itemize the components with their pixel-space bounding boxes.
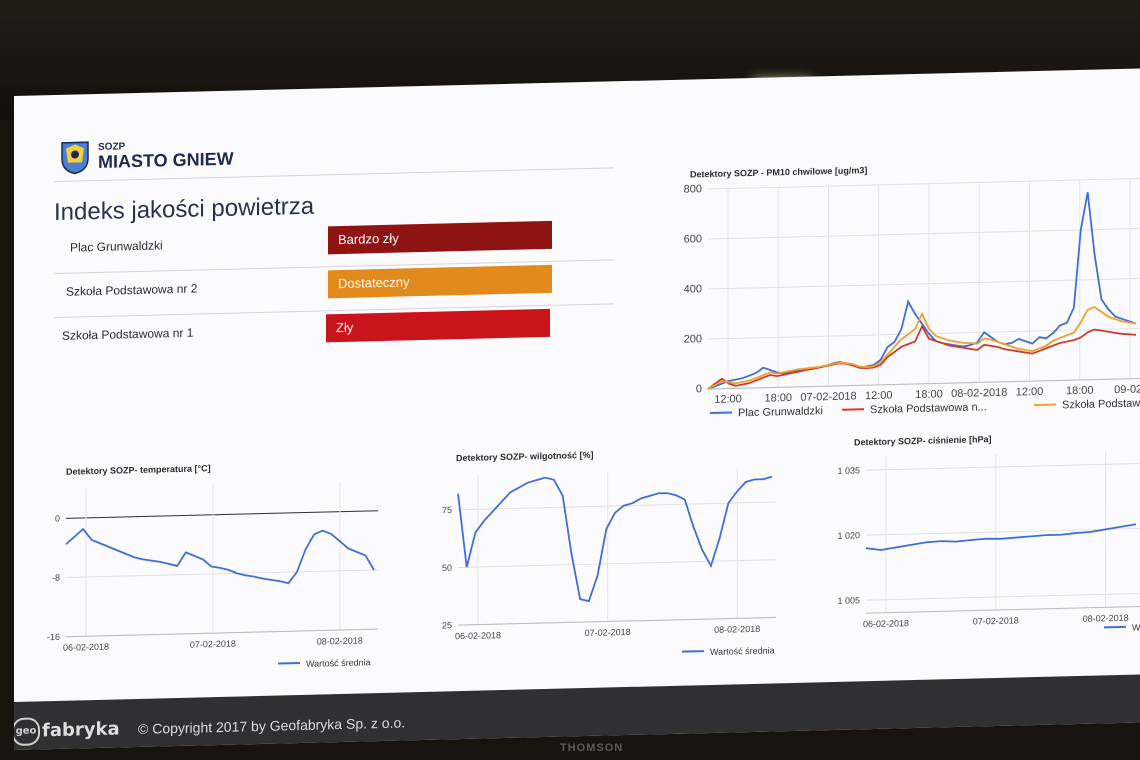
legend-label: Wartość średnia (710, 645, 775, 657)
grid-line (708, 327, 1140, 340)
legend-label: Wartość średnia (1132, 621, 1140, 633)
grid-line (708, 227, 1140, 240)
grid-line (866, 592, 1140, 601)
aqi-title: Indeks jakości powietrza (54, 192, 315, 227)
copyright-text: © Copyright 2017 by Geofabryka Sp. z o.o… (138, 714, 406, 737)
legend-label: Szkoła Podstawowa n... (870, 401, 987, 416)
legend-swatch (710, 411, 732, 414)
y-tick-label: 800 (684, 183, 702, 195)
x-tick-label: 09-02- (1114, 383, 1140, 396)
y-tick-label: 25 (442, 620, 452, 630)
pm10-chart: 0 200 400 600 800 12:00 18:00 07-02-2018 12:00 18… (684, 177, 1140, 419)
dashboard-screen: SOZP MIASTO GNIEW Indeks jakości powietr… (14, 68, 1140, 751)
legend-label: Szkoła Podstawowa (1062, 397, 1140, 411)
legend-swatch (278, 662, 300, 665)
y-tick-label: 0 (55, 513, 60, 523)
temperature-chart-title: Detektory SOZP- temperatura [°C] (66, 463, 211, 477)
aqi-badge-2: Dostateczny (328, 264, 552, 299)
humidity-chart-title: Detektory SOZP- wilgotność [%] (456, 449, 594, 464)
series-line-3 (707, 306, 1137, 390)
series-line-1 (65, 527, 375, 585)
x-tick-label: 08-02-2018 (951, 387, 1007, 400)
aqi-badge-3: Zły (326, 308, 550, 343)
aqi-badge-1: Bardzo zły (328, 220, 552, 255)
grid-line (458, 501, 776, 511)
y-tick-label: 1 020 (837, 530, 860, 541)
series-line-1 (707, 192, 1137, 390)
x-tick-label: 07-02-2018 (190, 639, 236, 650)
footer-brand-text: fabryka (42, 718, 120, 742)
grid-line (866, 527, 1140, 536)
x-axis (66, 628, 378, 638)
y-tick-label: 0 (696, 383, 702, 395)
legend-swatch (842, 408, 864, 411)
grid-line (66, 569, 378, 579)
grid-line (866, 462, 1140, 471)
y-tick-label: 50 (442, 563, 452, 573)
series-line-1 (865, 523, 1137, 551)
y-tick-label: 75 (442, 505, 452, 515)
x-axis (458, 616, 776, 626)
city-crest-icon (61, 141, 89, 175)
grid-line (708, 277, 1140, 290)
x-axis (866, 605, 1140, 614)
tv-brand-label: THOMSON (560, 742, 624, 754)
pressure-chart: 1 035 1 020 1 005 06-02-2018 07-02-2018 08-02… (837, 451, 1140, 633)
x-tick-label: 07-02-2018 (800, 390, 856, 403)
x-tick-label: 12:00 (865, 390, 893, 403)
y-tick-label: 1 035 (837, 465, 860, 476)
x-tick-label: 18:00 (1066, 385, 1094, 398)
legend-swatch (1104, 625, 1126, 629)
grid-line (708, 177, 1140, 190)
y-tick-label: 200 (684, 333, 702, 345)
x-tick-label: 07-02-2018 (973, 615, 1019, 626)
series-line-2 (707, 324, 1137, 390)
y-tick-label: 1 005 (837, 595, 860, 606)
legend-swatch (682, 650, 704, 653)
x-axis (708, 377, 1140, 390)
station-name-2: Szkoła Podstawowa nr 2 (66, 281, 198, 299)
x-tick-label: 08-02-2018 (714, 624, 760, 635)
station-name-3: Szkoła Podstawowa nr 1 (62, 325, 194, 343)
legend-label: Wartość średnia (306, 657, 371, 669)
station-name-1: Plac Grunwaldzki (70, 238, 163, 255)
x-tick-label: 08-02-2018 (1083, 613, 1129, 624)
legend-label: Plac Grunwaldzki (738, 405, 823, 419)
x-tick-label: 07-02-2018 (585, 627, 631, 638)
y-tick-label: 600 (684, 233, 702, 245)
y-tick-label: -8 (52, 573, 60, 583)
legend-swatch (1034, 403, 1056, 407)
grid-line (458, 559, 776, 568)
footer-brand: geo fabryka (14, 715, 120, 747)
x-tick-label: 06-02-2018 (455, 630, 501, 641)
series-line-1 (457, 475, 773, 603)
geofabryka-logo-icon: geo (14, 717, 40, 747)
x-tick-label: 08-02-2018 (317, 635, 363, 646)
footer-bar: geo fabryka © Copyright 2017 by Geofabryk… (14, 674, 1140, 751)
x-tick-label: 12:00 (1016, 386, 1044, 399)
zero-line (66, 510, 378, 519)
x-tick-label: 18:00 (915, 388, 943, 401)
x-tick-label: 06-02-2018 (863, 618, 909, 629)
y-tick-label: -16 (47, 632, 60, 642)
x-tick-label: 18:00 (764, 392, 792, 405)
x-tick-label: 12:00 (714, 393, 742, 406)
y-tick-label: 400 (684, 283, 702, 295)
logo-title: MIASTO GNIEW (98, 148, 234, 172)
x-tick-label: 06-02-2018 (63, 642, 109, 653)
